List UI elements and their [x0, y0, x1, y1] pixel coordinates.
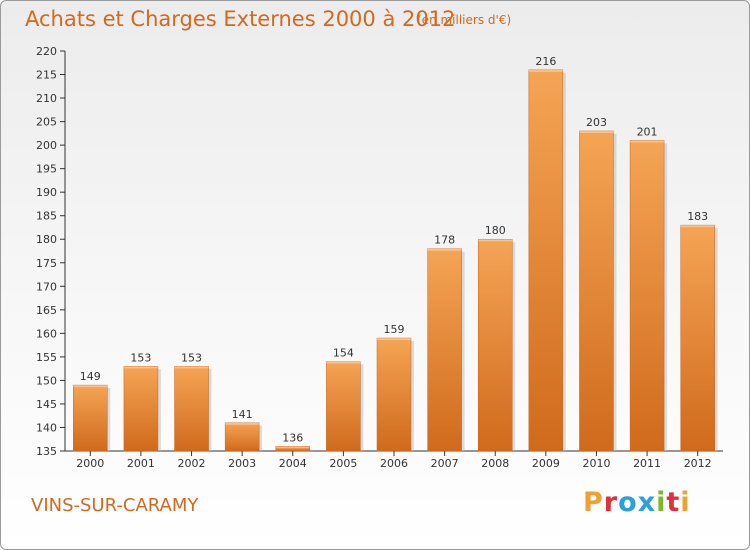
y-tick-label: 175 [36, 257, 57, 270]
bar[interactable] [326, 361, 361, 452]
data-label: 178 [434, 234, 455, 247]
x-tick-label: 2005 [329, 457, 357, 470]
logo-letter: x [637, 487, 657, 518]
bar[interactable] [275, 446, 311, 452]
data-label: 159 [384, 323, 405, 336]
y-tick-label: 155 [36, 351, 57, 364]
y-tick-label: 190 [36, 186, 57, 199]
bar-highlight [174, 366, 209, 369]
y-tick-label: 210 [36, 92, 57, 105]
bar[interactable] [477, 238, 513, 452]
data-label: 180 [485, 224, 506, 237]
x-tick-label: 2010 [582, 457, 610, 470]
logo-letter: o [618, 487, 638, 518]
data-label: 203 [586, 116, 607, 129]
proxiti-logo[interactable]: Proxiti [583, 487, 691, 518]
y-tick-label: 180 [36, 233, 57, 246]
bar-highlight [73, 385, 108, 388]
logo-letter: r [603, 487, 619, 518]
bar-highlight [579, 131, 614, 133]
x-tick-label: 2007 [431, 457, 459, 470]
x-tick-label: 2009 [532, 457, 560, 470]
bar-highlight [680, 225, 715, 228]
y-tick-label: 185 [36, 210, 57, 223]
bar[interactable] [528, 69, 564, 452]
y-tick-label: 170 [36, 280, 57, 293]
bar[interactable] [73, 384, 108, 452]
y-tick-label: 135 [36, 445, 57, 458]
y-tick-label: 195 [36, 163, 57, 176]
commune-name: VINS-SUR-CARAMY [31, 495, 199, 516]
data-label: 216 [535, 55, 556, 68]
bar-highlight [225, 422, 260, 425]
logo-letter: i [656, 487, 667, 518]
y-tick-label: 145 [36, 398, 57, 411]
y-tick-label: 215 [36, 69, 57, 82]
x-tick-label: 2004 [279, 457, 307, 470]
bar-highlight [123, 366, 158, 369]
y-tick-label: 150 [36, 374, 57, 387]
logo-letter: t [666, 487, 681, 518]
data-label: 201 [637, 125, 658, 138]
y-tick-label: 140 [36, 421, 57, 434]
x-tick-label: 2001 [127, 457, 155, 470]
bar[interactable] [680, 224, 715, 452]
y-tick-label: 220 [36, 45, 57, 58]
bar-highlight [528, 69, 563, 72]
bar[interactable] [174, 366, 209, 452]
x-tick-label: 2003 [228, 457, 256, 470]
data-label: 141 [232, 408, 253, 421]
data-label: 153 [130, 351, 151, 364]
bar-highlight [377, 338, 411, 341]
data-label: 136 [282, 431, 303, 444]
bar[interactable] [123, 366, 159, 452]
bar[interactable] [629, 140, 665, 452]
bar-highlight [427, 248, 462, 251]
chart-unit: (en milliers d'€) [417, 13, 512, 27]
bar-highlight [630, 140, 665, 143]
bar[interactable] [376, 337, 412, 452]
x-tick-label: 2008 [481, 457, 509, 470]
x-tick-label: 2000 [76, 457, 104, 470]
logo-letter: i [680, 487, 691, 518]
bar-highlight [326, 361, 361, 364]
logo-letter: P [583, 487, 604, 518]
bar[interactable] [224, 422, 260, 452]
bar[interactable] [427, 248, 462, 452]
bar-highlight [275, 446, 310, 449]
x-tick-label: 2012 [684, 457, 712, 470]
y-tick-label: 205 [36, 116, 57, 129]
data-label: 183 [687, 210, 708, 223]
bar-highlight [478, 239, 513, 242]
y-tick-label: 160 [36, 327, 57, 340]
data-label: 149 [80, 370, 101, 383]
x-tick-label: 2002 [178, 457, 206, 470]
y-tick-label: 165 [36, 304, 57, 317]
chart-title: Achats et Charges Externes 2000 à 2012 [25, 7, 456, 31]
x-tick-label: 2006 [380, 457, 408, 470]
data-label: 153 [181, 351, 202, 364]
x-tick-label: 2011 [633, 457, 661, 470]
bar[interactable] [579, 130, 614, 452]
data-label: 154 [333, 347, 354, 360]
y-tick-label: 200 [36, 139, 57, 152]
